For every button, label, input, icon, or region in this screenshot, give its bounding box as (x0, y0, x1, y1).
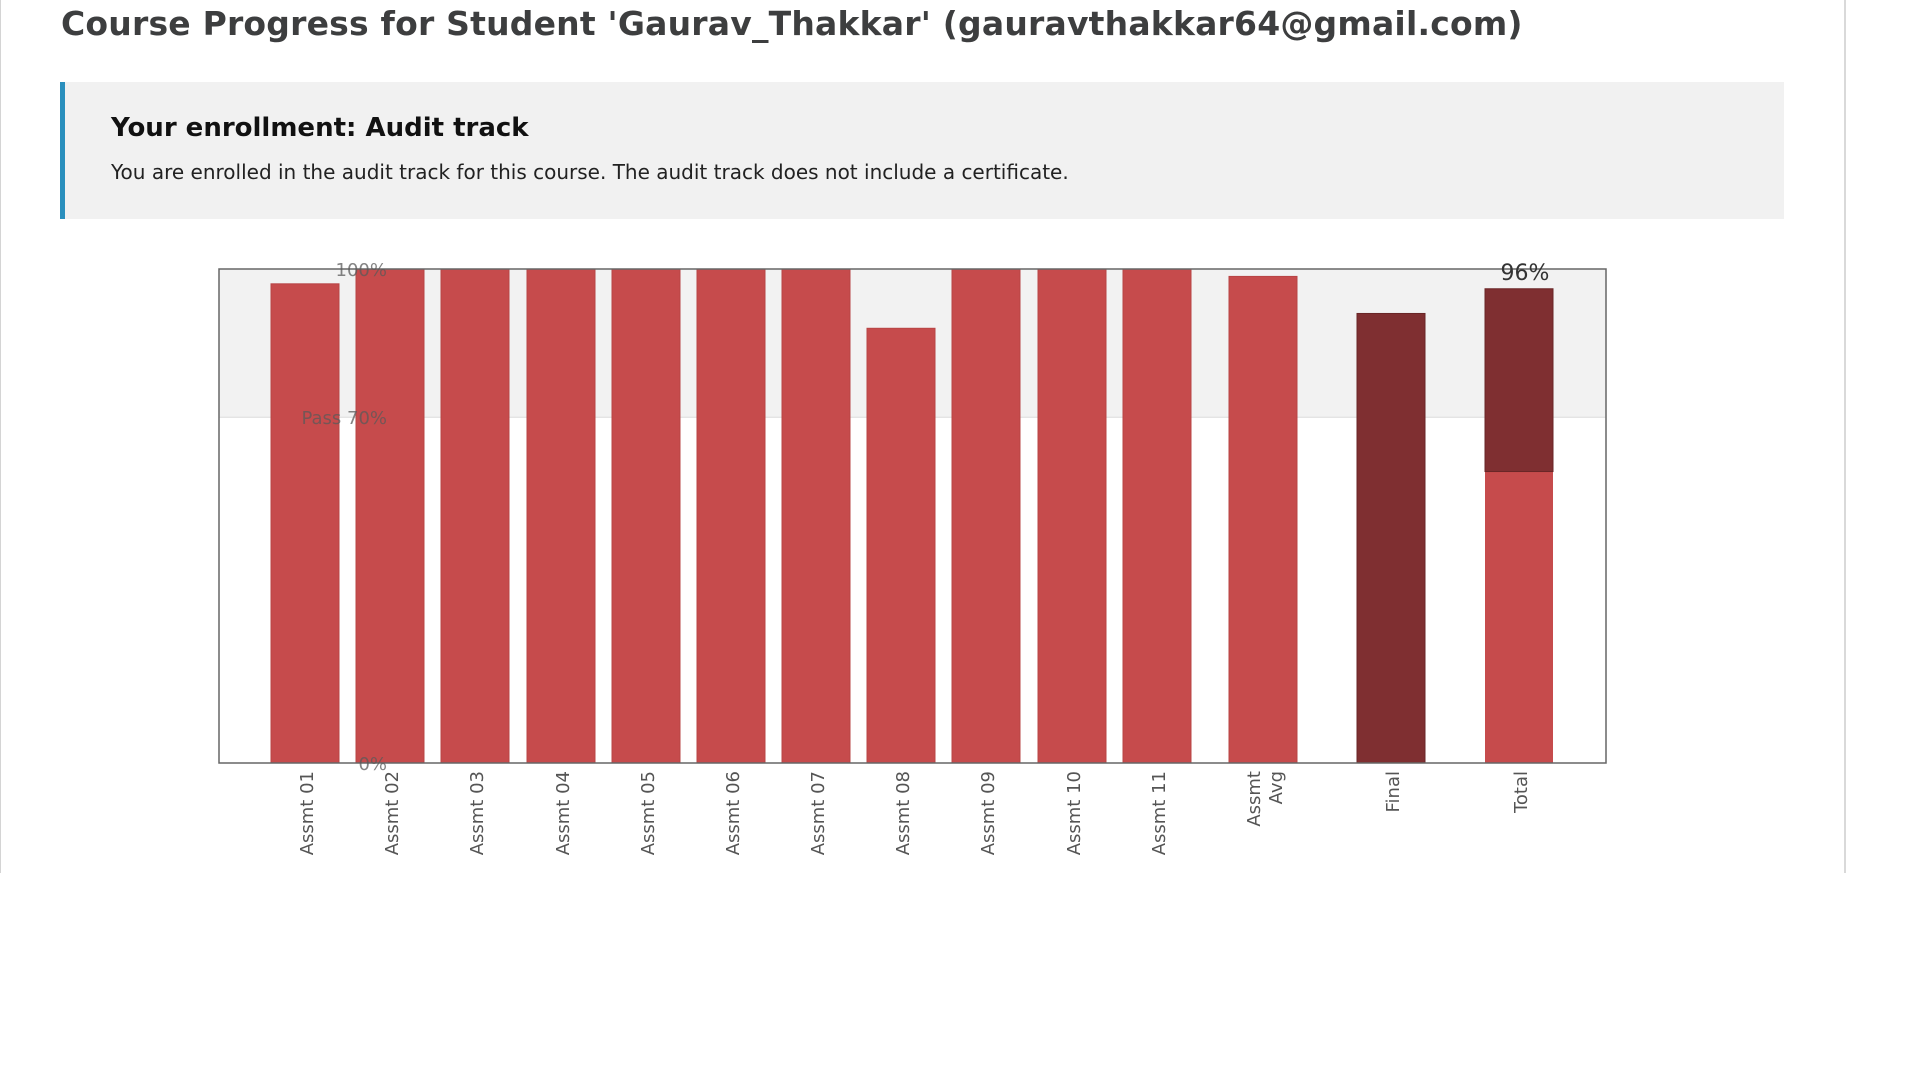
bar-assmt-05 (611, 268, 681, 764)
bar-assmt-03 (440, 268, 510, 764)
x-tick-label-assmt-01: Assmt 01 (297, 771, 318, 855)
bar-assmt-07 (781, 268, 851, 764)
x-tick-label-assmt-05: Assmt 05 (638, 771, 659, 855)
bar-total-lower (1485, 471, 1553, 763)
page-title: Course Progress for Student 'Gaurav_Thak… (61, 4, 1523, 43)
bar-assmt-08 (866, 327, 936, 764)
x-tick-label-assmt-02: Assmt 02 (382, 771, 403, 855)
bar-assmt-avg (1228, 275, 1298, 764)
bar-total-upper (1484, 288, 1554, 473)
bar-assmt-04 (526, 268, 596, 764)
x-tick-label-final: Final (1383, 771, 1404, 812)
enrollment-message: You are enrolled in the audit track for … (111, 160, 1069, 184)
y-tick-label: 0% (358, 754, 387, 775)
x-tick-label-assmt-09: Assmt 09 (978, 771, 999, 855)
x-tick-label-assmt-03: Assmt 03 (467, 771, 488, 855)
total-value-label: 96% (1501, 261, 1550, 286)
x-tick-label-assmt-04: Assmt 04 (553, 771, 574, 855)
bar-assmt-06 (696, 268, 766, 764)
y-tick-label: Pass 70% (301, 408, 387, 429)
x-tick-label-total: Total (1511, 771, 1532, 814)
content-left-border (0, 0, 1, 873)
x-tick-label-assmt-11: Assmt 11 (1149, 771, 1170, 855)
x-tick-label-assmt-06: Assmt 06 (723, 771, 744, 855)
x-tick-label-assmt-08: Assmt 08 (893, 771, 914, 855)
x-tick-label-assmt-07: Assmt 07 (808, 771, 829, 855)
bar-assmt-02 (355, 268, 425, 764)
enrollment-title: Your enrollment: Audit track (111, 113, 529, 143)
x-tick-label-assmt-10: Assmt 10 (1064, 771, 1085, 855)
plot-frame (218, 268, 1607, 764)
x-tick-label-assmt-avg: AssmtAvg (1244, 771, 1287, 827)
content-right-border (1844, 0, 1846, 873)
bar-assmt-09 (951, 268, 1021, 764)
bar-final (1356, 312, 1426, 764)
bar-assmt-10 (1037, 268, 1107, 764)
y-tick-label: 100% (336, 260, 387, 281)
bar-assmt-11 (1122, 268, 1192, 764)
bar-assmt-01 (270, 283, 340, 764)
enrollment-notice: Your enrollment: Audit track You are enr… (60, 82, 1784, 219)
